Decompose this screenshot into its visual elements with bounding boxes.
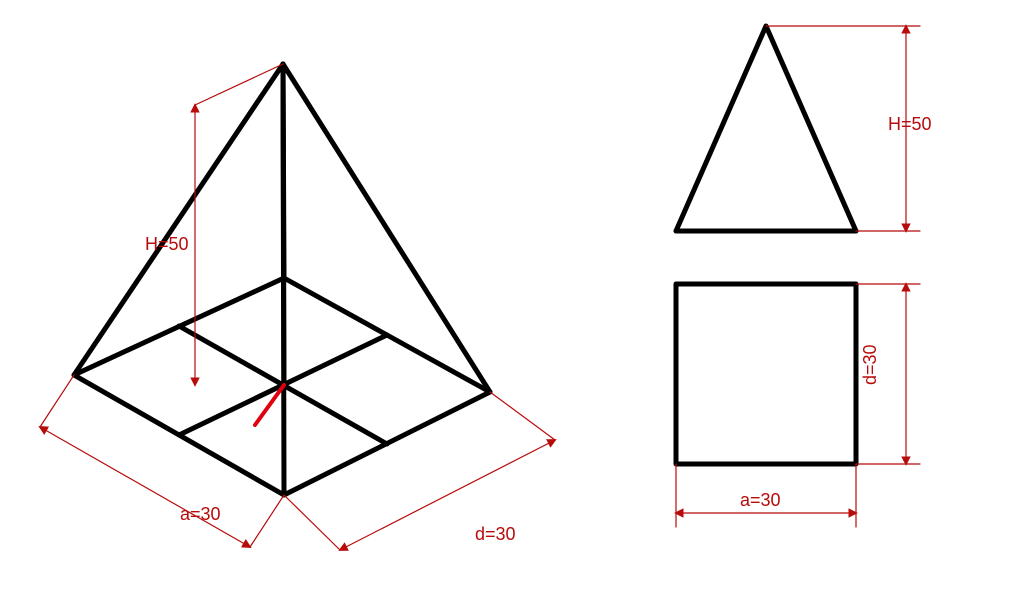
ortho-dim-a-label: a=30 xyxy=(740,490,781,510)
ortho-square xyxy=(676,284,856,464)
iso-altitude xyxy=(283,64,284,385)
ortho-dim-H-label: H=50 xyxy=(888,114,932,134)
dim-d-label: d=30 xyxy=(475,524,516,544)
ortho-dim-d-label: d=30 xyxy=(860,344,880,385)
iso-edge-right xyxy=(283,64,490,392)
technical-drawing: H=50 a=30 d=30 H=50 d=30 a=30 xyxy=(0,0,1014,594)
dim-a-label: a=30 xyxy=(180,504,221,524)
ortho-triangle-sides xyxy=(676,26,856,231)
dim-a-line xyxy=(40,427,250,547)
dim-d-line xyxy=(340,440,555,550)
dim-H-label: H=50 xyxy=(145,234,189,254)
